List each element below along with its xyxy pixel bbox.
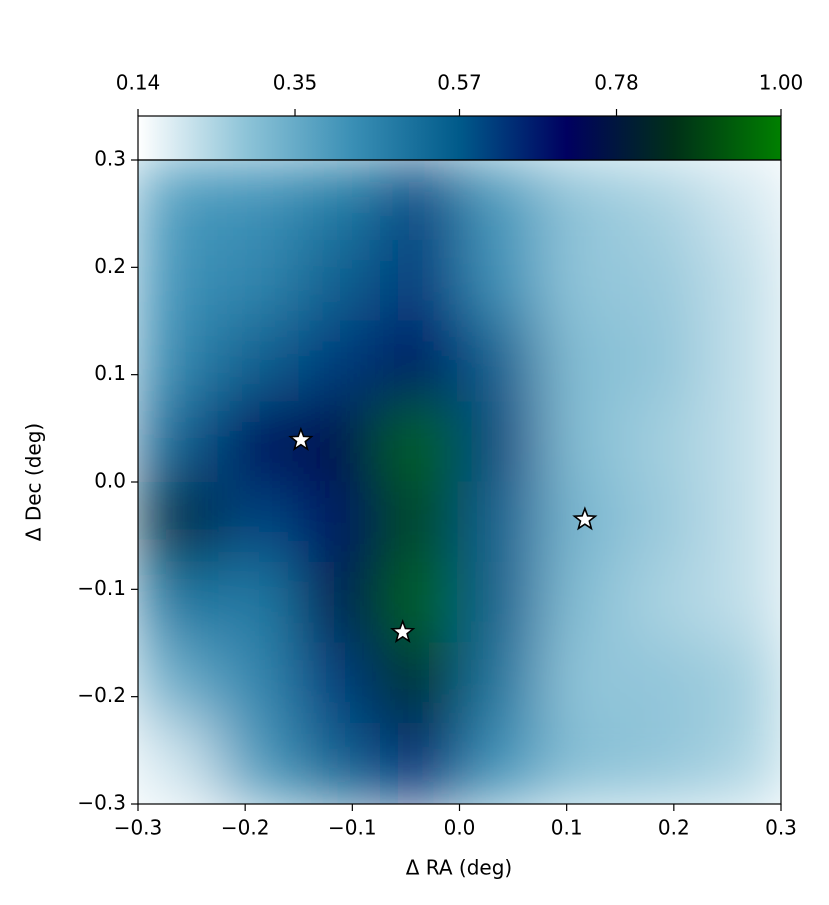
heatmap-cell xyxy=(138,723,219,804)
heatmap-cell xyxy=(298,160,380,241)
heatmap-cell xyxy=(619,481,702,563)
colorbar-tick-label: 0.57 xyxy=(437,71,482,95)
heatmap-cell xyxy=(298,320,380,402)
heatmap-cell xyxy=(619,642,702,724)
heatmap-cell xyxy=(138,642,219,724)
x-tick-label: 0.2 xyxy=(658,816,690,840)
x-tick-label: 0.0 xyxy=(444,816,476,840)
colorbar-tick-label: 1.00 xyxy=(759,71,804,95)
colorbar-tick-label: 0.78 xyxy=(594,71,639,95)
heatmap-cell xyxy=(459,723,541,804)
heatmap-cell xyxy=(217,401,300,483)
heatmap-cell xyxy=(138,160,219,241)
heatmap-cell xyxy=(539,562,621,644)
heatmap-cell xyxy=(700,481,781,563)
heatmap-cell xyxy=(459,481,541,563)
heatmap-cell xyxy=(700,240,781,322)
heatmap xyxy=(138,160,781,804)
heatmap-cell xyxy=(539,240,621,322)
heatmap-cell xyxy=(378,320,460,402)
star-marker xyxy=(288,426,314,451)
heatmap-cell xyxy=(138,401,219,483)
heatmap-cell xyxy=(378,481,460,563)
heatmap-cell xyxy=(298,240,380,322)
x-tick-label: −0.2 xyxy=(221,816,270,840)
heatmap-cell xyxy=(459,642,541,724)
colorbar xyxy=(137,115,782,161)
x-tick-label: 0.1 xyxy=(551,816,583,840)
heatmap-cell xyxy=(539,642,621,724)
heatmap-cell xyxy=(539,160,621,241)
heatmap-cell xyxy=(619,320,702,402)
heatmap-cell xyxy=(459,240,541,322)
heatmap-cell xyxy=(539,723,621,804)
heatmap-cell xyxy=(539,320,621,402)
y-tick-label: 0.1 xyxy=(94,361,126,385)
heatmap-cell xyxy=(700,320,781,402)
y-tick-label: 0.0 xyxy=(94,469,126,493)
heatmap-cell xyxy=(378,562,460,644)
heatmap-cell xyxy=(619,401,702,483)
heatmap-cell xyxy=(459,320,541,402)
heatmap-cell xyxy=(217,642,300,724)
heatmap-cell xyxy=(217,240,300,322)
y-tick-label: −0.3 xyxy=(77,791,126,815)
heatmap-cell xyxy=(459,160,541,241)
star-marker xyxy=(572,506,598,531)
heatmap-cell xyxy=(217,320,300,402)
heatmap-cell xyxy=(378,401,460,483)
colorbar-tick-label: 0.35 xyxy=(273,71,318,95)
heatmap-cell xyxy=(217,723,300,804)
heatmap-cell xyxy=(298,481,380,563)
heatmap-cell xyxy=(539,401,621,483)
heatmap-cell xyxy=(298,401,380,483)
heatmap-cell xyxy=(138,320,219,402)
heatmap-cell xyxy=(378,642,460,724)
heatmap-cell xyxy=(298,642,380,724)
heatmap-cell xyxy=(619,723,702,804)
heatmap-cell xyxy=(700,723,781,804)
heatmap-cell xyxy=(138,240,219,322)
heatmap-cell xyxy=(298,723,380,804)
heatmap-cell xyxy=(459,401,541,483)
y-tick-label: −0.1 xyxy=(77,576,126,600)
heatmap-cell xyxy=(459,562,541,644)
y-tick-label: 0.2 xyxy=(94,254,126,278)
heatmap-cell xyxy=(217,160,300,241)
heatmap-cell xyxy=(700,642,781,724)
y-tick-label: 0.3 xyxy=(94,147,126,171)
x-axis-label: Δ RA (deg) xyxy=(406,856,512,880)
y-axis-label: Δ Dec (deg) xyxy=(22,423,46,541)
heatmap-cell xyxy=(138,562,219,644)
heatmap-cell xyxy=(619,160,702,241)
heatmap-cell xyxy=(138,481,219,563)
y-tick-label: −0.2 xyxy=(77,683,126,707)
heatmap-cell xyxy=(298,562,380,644)
heatmap-cell xyxy=(619,240,702,322)
heatmap-cell xyxy=(378,723,460,804)
heatmap-cell xyxy=(217,562,300,644)
heatmap-cell xyxy=(619,562,702,644)
star-marker xyxy=(390,618,416,644)
heatmap-cell xyxy=(700,160,781,241)
colorbar-tick-label: 0.14 xyxy=(116,71,161,95)
x-tick-label: −0.1 xyxy=(328,816,377,840)
heatmap-cell xyxy=(700,401,781,483)
heatmap-cell xyxy=(700,562,781,644)
heatmap-cell xyxy=(378,160,460,241)
x-tick-label: 0.3 xyxy=(765,816,797,840)
heatmap-cell xyxy=(378,240,460,322)
x-tick-label: −0.3 xyxy=(114,816,163,840)
heatmap-cell xyxy=(217,481,300,563)
